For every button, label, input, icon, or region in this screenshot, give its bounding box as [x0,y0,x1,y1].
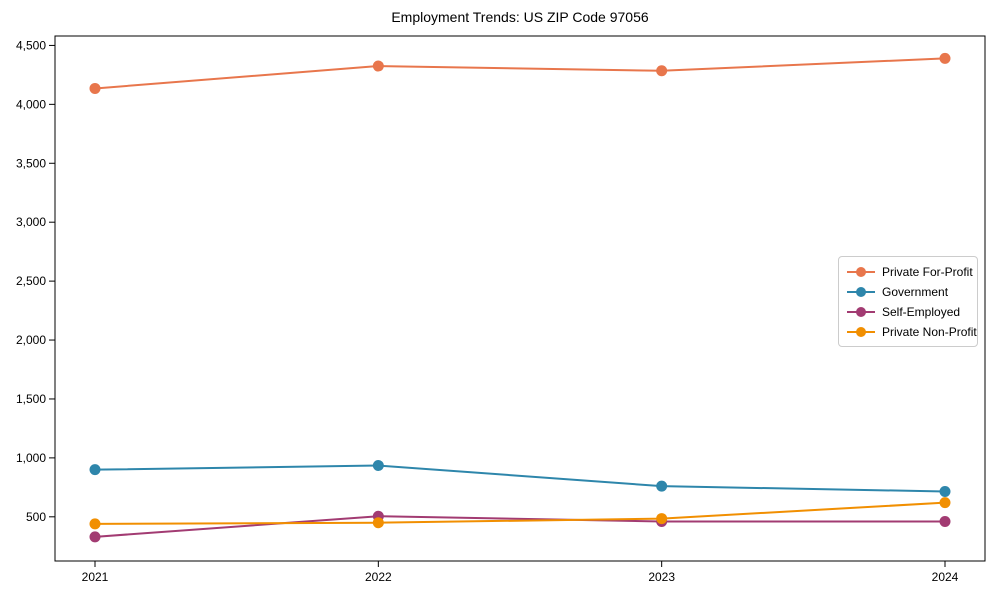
legend-item-private-non-profit: Private Non-Profit [847,324,977,339]
svg-text:4,500: 4,500 [16,38,46,52]
svg-text:1,500: 1,500 [16,392,46,406]
svg-text:500: 500 [26,510,46,524]
svg-text:2021: 2021 [82,570,109,584]
legend-item-self-employed: Self-Employed [847,304,969,319]
svg-text:3,500: 3,500 [16,156,46,170]
chart-legend: Private For-Profit Government Self-Emplo… [838,256,978,347]
legend-label: Private Non-Profit [882,324,977,339]
legend-item-private-for-profit: Private For-Profit [847,264,973,279]
line-marker-icon [847,306,875,318]
legend-item-government: Government [847,284,969,299]
svg-text:2,000: 2,000 [16,333,46,347]
line-marker-icon [847,286,875,298]
legend-label: Self-Employed [882,304,961,319]
svg-text:2024: 2024 [932,570,959,584]
svg-text:1,000: 1,000 [16,451,46,465]
legend-dot-swatch [856,286,866,297]
chart-title: Employment Trends: US ZIP Code 97056 [391,9,649,25]
svg-text:2,500: 2,500 [16,274,46,288]
svg-text:3,000: 3,000 [16,215,46,229]
svg-text:2022: 2022 [365,570,392,584]
legend-dot-swatch [856,326,866,337]
legend-dot-swatch [856,306,866,317]
legend-dot-swatch [856,266,866,277]
line-marker-icon [847,326,875,338]
legend-label: Private For-Profit [882,264,973,279]
line-marker-icon [847,266,875,278]
svg-text:4,000: 4,000 [16,97,46,111]
svg-text:2023: 2023 [648,570,675,584]
legend-label: Government [882,284,949,299]
